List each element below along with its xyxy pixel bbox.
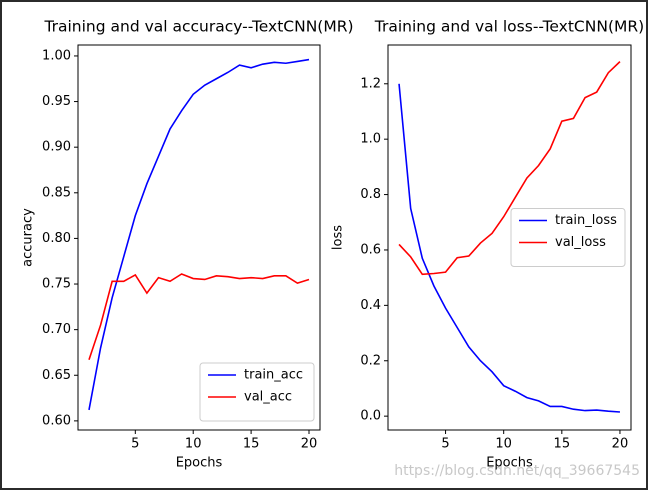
axes-frame [387, 44, 632, 431]
y-tick-label: 0.95 [42, 94, 71, 109]
line-series [88, 58, 310, 411]
line-series [398, 83, 621, 413]
y-tick-label: 0.85 [42, 185, 71, 200]
y-tick-label: 1.2 [360, 76, 381, 91]
line-series [88, 273, 310, 361]
legend-label: val_loss [555, 235, 606, 250]
y-tick-label: 0.2 [360, 353, 381, 368]
y-tick-label: 0.70 [42, 322, 71, 337]
x-tick-label: 5 [441, 437, 449, 452]
x-tick-label: 10 [185, 437, 202, 452]
y-tick-label: 0.80 [42, 231, 71, 246]
legend-label: train_acc [244, 368, 303, 383]
y-tick-label: 1.0 [360, 132, 381, 147]
x-tick-label: 20 [301, 437, 318, 452]
x-tick-label: 20 [612, 437, 629, 452]
y-tick-label: 0.8 [360, 187, 381, 202]
axes-frame [77, 44, 321, 431]
x-tick-label: 15 [243, 437, 260, 452]
chart-title: Training and val accuracy--TextCNN(MR) [43, 18, 353, 36]
y-tick-label: 0.6 [360, 242, 381, 257]
x-tick-label: 10 [495, 437, 512, 452]
x-axis-label: Epochs [486, 456, 533, 471]
legend-label: val_acc [244, 390, 292, 405]
x-tick-label: 15 [554, 437, 571, 452]
y-axis-label: accuracy [21, 208, 36, 267]
y-tick-label: 0.75 [42, 277, 71, 292]
watermark: https://blog.csdn.net/qq_39667545 [394, 463, 640, 479]
y-tick-label: 0.4 [360, 298, 381, 313]
y-tick-label: 0.90 [42, 140, 71, 155]
x-axis-label: Epochs [176, 456, 223, 471]
y-tick-label: 0.65 [42, 368, 71, 383]
y-tick-label: 0.0 [360, 409, 381, 424]
y-tick-label: 0.60 [42, 413, 71, 428]
y-axis-label: loss [331, 225, 346, 250]
y-tick-label: 1.00 [42, 48, 71, 63]
x-tick-label: 5 [131, 437, 139, 452]
legend-box [510, 208, 626, 267]
legend-label: train_loss [555, 213, 617, 228]
chart-title: Training and val loss--TextCNN(MR) [374, 18, 644, 36]
legend-box [199, 362, 315, 422]
line-series [398, 61, 621, 276]
